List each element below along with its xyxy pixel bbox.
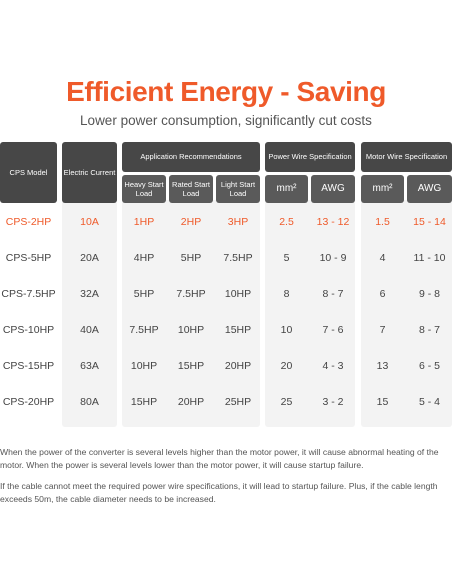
cell-current: 63A bbox=[80, 360, 99, 372]
header-motor-mm2: mm² bbox=[361, 175, 404, 203]
cell-motor-awg: 5 - 4 bbox=[418, 396, 440, 408]
cell-current: 20A bbox=[80, 252, 99, 264]
cell-power-awg: 3 - 2 bbox=[322, 396, 344, 408]
cell-heavy: 7.5HP bbox=[129, 324, 159, 336]
cell-power-mm2: 2.5 bbox=[279, 216, 294, 228]
page-subtitle: Lower power consumption, significantly c… bbox=[80, 113, 372, 128]
cell-light: 25HP bbox=[224, 396, 252, 408]
cell-power-mm2: 5 bbox=[283, 252, 290, 264]
cell-motor-awg: 6 - 5 bbox=[418, 360, 440, 372]
cell-motor-mm2: 7 bbox=[379, 324, 386, 336]
header-heavy-start: Heavy Start Load bbox=[122, 175, 166, 203]
cell-current: 40A bbox=[80, 324, 99, 336]
cell-motor-awg: 11 - 10 bbox=[413, 252, 446, 264]
cell-model: CPS-15HP bbox=[2, 360, 55, 372]
cell-light: 10HP bbox=[224, 288, 252, 300]
cell-power-mm2: 25 bbox=[280, 396, 293, 408]
cell-power-awg: 7 - 6 bbox=[322, 324, 344, 336]
cell-motor-mm2: 6 bbox=[379, 288, 386, 300]
col-bg-current bbox=[62, 200, 117, 427]
cell-model: CPS-5HP bbox=[5, 252, 52, 264]
cell-light: 20HP bbox=[224, 360, 252, 372]
header-rated-start: Rated Start Load bbox=[169, 175, 213, 203]
cell-rated: 7.5HP bbox=[176, 288, 206, 300]
header-application: Application Recommendations bbox=[122, 142, 260, 172]
cell-rated: 20HP bbox=[177, 396, 205, 408]
cell-model: CPS-10HP bbox=[2, 324, 55, 336]
cell-rated: 2HP bbox=[180, 216, 202, 228]
cell-heavy: 1HP bbox=[133, 216, 155, 228]
cell-current: 32A bbox=[80, 288, 99, 300]
cell-motor-mm2: 13 bbox=[376, 360, 389, 372]
cell-rated: 10HP bbox=[177, 324, 205, 336]
cell-rated: 5HP bbox=[180, 252, 202, 264]
cell-power-mm2: 20 bbox=[280, 360, 293, 372]
page-title: Efficient Energy - Saving bbox=[66, 76, 386, 107]
cell-power-awg: 13 - 12 bbox=[316, 216, 350, 228]
col-bg-motor bbox=[361, 200, 452, 427]
cell-light: 7.5HP bbox=[223, 252, 253, 264]
cell-power-awg: 8 - 7 bbox=[322, 288, 344, 300]
cell-power-mm2: 10 bbox=[280, 324, 293, 336]
cell-power-mm2: 8 bbox=[283, 288, 290, 300]
cell-current: 80A bbox=[80, 396, 99, 408]
cell-motor-awg: 8 - 7 bbox=[418, 324, 440, 336]
header-electric-current: Electric Current bbox=[62, 142, 117, 203]
cell-model: CPS-2HP bbox=[5, 216, 52, 228]
cell-light: 15HP bbox=[224, 324, 252, 336]
header-power-wire: Power Wire Specification bbox=[265, 142, 355, 172]
cell-model: CPS-7.5HP bbox=[1, 288, 56, 300]
note-power-levels: When the power of the converter is sever… bbox=[0, 447, 439, 470]
col-bg-app bbox=[122, 200, 260, 427]
cell-motor-awg: 9 - 8 bbox=[418, 288, 440, 300]
note-cable-spec: If the cable cannot meet the required po… bbox=[0, 481, 438, 504]
header-cps-model: CPS Model bbox=[0, 142, 57, 203]
cell-motor-mm2: 1.5 bbox=[375, 216, 390, 228]
cell-light: 3HP bbox=[227, 216, 249, 228]
cell-heavy: 4HP bbox=[133, 252, 155, 264]
cell-heavy: 10HP bbox=[130, 360, 158, 372]
cell-motor-awg: 15 - 14 bbox=[413, 216, 446, 228]
header-power-awg: AWG bbox=[311, 175, 355, 203]
cell-current: 10A bbox=[80, 216, 99, 228]
cell-power-awg: 10 - 9 bbox=[319, 252, 347, 264]
cell-heavy: 15HP bbox=[130, 396, 158, 408]
cell-motor-mm2: 4 bbox=[379, 252, 386, 264]
header-motor-awg: AWG bbox=[407, 175, 452, 203]
header-motor-wire: Motor Wire Specification bbox=[361, 142, 452, 172]
cell-power-awg: 4 - 3 bbox=[322, 360, 344, 372]
cell-model: CPS-20HP bbox=[2, 396, 55, 408]
cell-rated: 15HP bbox=[177, 360, 205, 372]
cell-motor-mm2: 15 bbox=[376, 396, 389, 408]
col-bg-power bbox=[265, 200, 355, 427]
header-light-start: Light Start Load bbox=[216, 175, 260, 203]
header-power-mm2: mm² bbox=[265, 175, 308, 203]
cell-heavy: 5HP bbox=[133, 288, 155, 300]
